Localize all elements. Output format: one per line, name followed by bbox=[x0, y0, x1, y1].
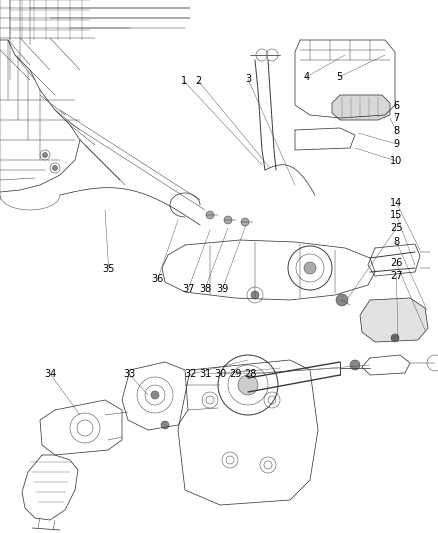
Text: 6: 6 bbox=[393, 101, 399, 110]
Circle shape bbox=[53, 166, 57, 171]
Text: 9: 9 bbox=[393, 139, 399, 149]
Polygon shape bbox=[360, 298, 428, 342]
Text: 29: 29 bbox=[229, 369, 241, 379]
Text: 15: 15 bbox=[390, 210, 403, 220]
Text: 30: 30 bbox=[214, 369, 226, 379]
Circle shape bbox=[304, 262, 316, 274]
Text: 27: 27 bbox=[390, 271, 403, 281]
Circle shape bbox=[350, 360, 360, 370]
Text: 31: 31 bbox=[200, 369, 212, 379]
Text: 34: 34 bbox=[44, 369, 57, 379]
Text: 28: 28 bbox=[244, 369, 257, 379]
Text: 26: 26 bbox=[390, 259, 403, 268]
Text: 3: 3 bbox=[245, 74, 251, 84]
Text: 8: 8 bbox=[393, 237, 399, 247]
Circle shape bbox=[241, 218, 249, 226]
Text: 38: 38 bbox=[199, 284, 211, 294]
Circle shape bbox=[206, 211, 214, 219]
Text: 35: 35 bbox=[102, 264, 115, 273]
Circle shape bbox=[238, 375, 258, 395]
Text: 1: 1 bbox=[181, 76, 187, 86]
Circle shape bbox=[161, 421, 169, 429]
Circle shape bbox=[42, 152, 47, 157]
Text: 39: 39 bbox=[216, 284, 229, 294]
Circle shape bbox=[336, 294, 348, 306]
Text: 10: 10 bbox=[390, 156, 403, 166]
Text: 7: 7 bbox=[393, 114, 399, 123]
Polygon shape bbox=[332, 95, 390, 120]
Text: 25: 25 bbox=[390, 223, 403, 233]
Text: 5: 5 bbox=[336, 72, 343, 82]
Circle shape bbox=[224, 216, 232, 224]
Circle shape bbox=[151, 391, 159, 399]
Text: 36: 36 bbox=[152, 274, 164, 284]
Text: 14: 14 bbox=[390, 198, 403, 207]
Text: 8: 8 bbox=[393, 126, 399, 136]
Text: 4: 4 bbox=[304, 72, 310, 82]
Text: 2: 2 bbox=[195, 76, 201, 86]
Text: 32: 32 bbox=[184, 369, 197, 379]
Circle shape bbox=[251, 291, 259, 299]
Circle shape bbox=[391, 334, 399, 342]
Text: 37: 37 bbox=[182, 284, 194, 294]
Text: 33: 33 bbox=[123, 369, 135, 379]
